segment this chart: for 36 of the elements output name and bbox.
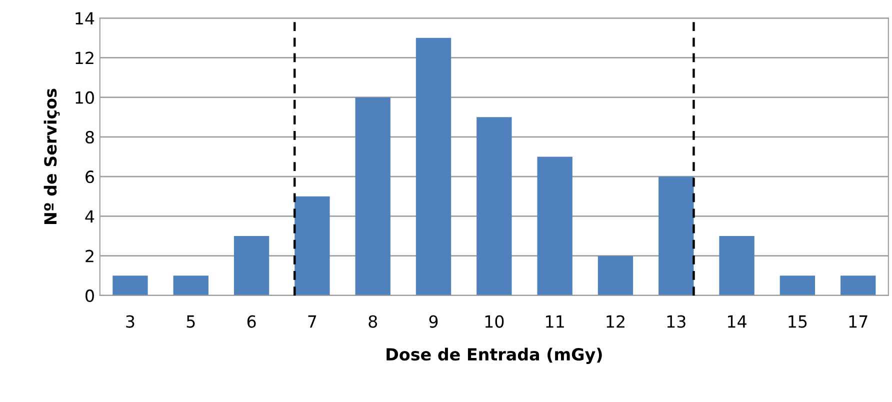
bar (537, 156, 572, 296)
y-tick-label: 10 (76, 91, 94, 104)
bar (173, 276, 208, 296)
x-tick-label: 11 (546, 315, 564, 328)
y-tick-label: 12 (76, 52, 94, 64)
x-tick-label: 8 (368, 315, 378, 328)
bar (234, 236, 270, 296)
bar (355, 97, 390, 296)
bar (598, 256, 634, 296)
x-tick-label: 15 (788, 315, 807, 328)
bar (294, 196, 330, 296)
bar (416, 38, 452, 296)
x-tick-label: 12 (606, 315, 624, 328)
x-tick-label: 5 (186, 315, 195, 328)
y-axis-title: Nº de Serviços (44, 88, 60, 224)
bar (112, 276, 148, 296)
x-tick-label: 13 (667, 315, 686, 328)
y-tick-label: 14 (76, 12, 94, 24)
x-tick-label: 9 (429, 315, 438, 328)
x-tick-label: 17 (849, 315, 868, 328)
bar (476, 117, 512, 296)
x-tick-label: 6 (247, 315, 256, 328)
x-tick-label: 3 (126, 315, 134, 328)
bar (780, 276, 816, 296)
y-tick-label: 6 (86, 170, 94, 184)
y-tick-label: 2 (86, 250, 94, 262)
bar (840, 276, 876, 296)
x-axis-title: Dose de Entrada (mGy) (386, 348, 602, 364)
y-tick-label: 4 (85, 210, 94, 223)
y-tick-label: 0 (86, 289, 94, 302)
y-tick-label: 8 (86, 130, 94, 144)
x-tick-label: 10 (485, 315, 504, 328)
bar (719, 236, 754, 296)
bar (658, 176, 694, 296)
x-tick-label: 14 (728, 315, 746, 328)
x-tick-label: 7 (308, 315, 316, 328)
